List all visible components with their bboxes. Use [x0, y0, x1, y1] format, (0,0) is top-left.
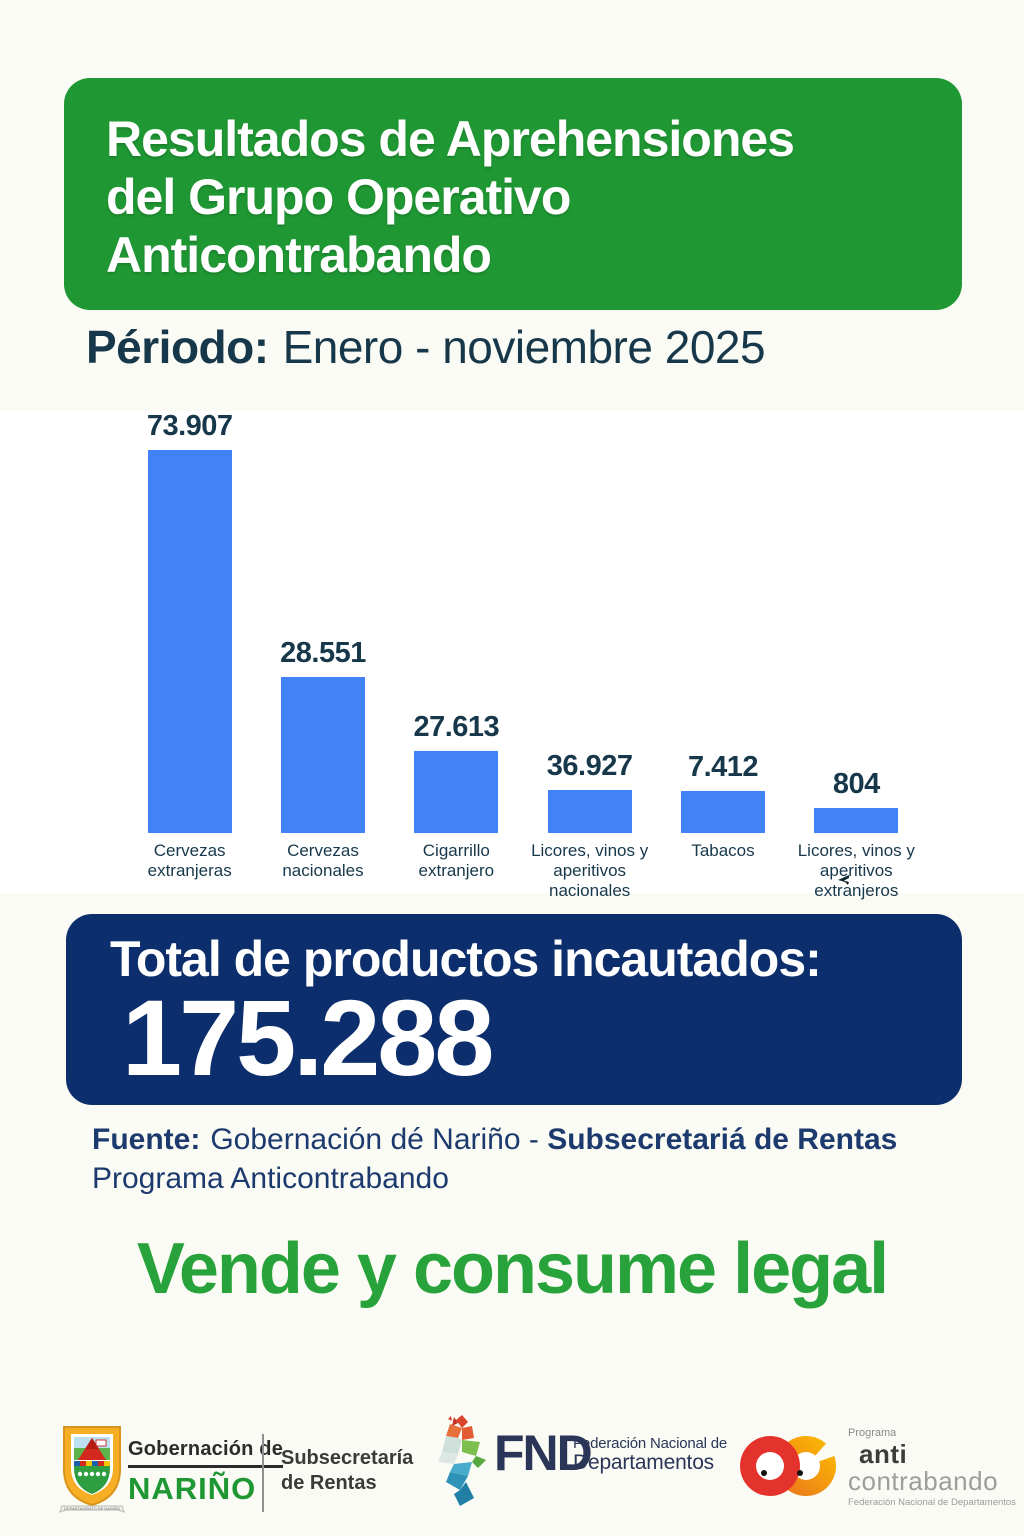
period-label: Périodo:	[86, 321, 269, 373]
period-value: Enero - noviembre 2025	[282, 321, 766, 373]
fnd-line-2: Departamentos	[573, 1450, 714, 1474]
title-banner: Resultados de Aprehensiones del Grupo Op…	[64, 78, 962, 310]
bar	[414, 751, 499, 833]
title-line-2: del Grupo Operativo	[106, 169, 571, 225]
bar-category-label: Licores, vinos y aperitivos nacionales	[531, 841, 649, 901]
bar-category-label: Cigarrillo extranjero	[418, 841, 495, 881]
bar-category-label: Cervezas nacionales	[282, 841, 364, 881]
anticontrabando-anti: anti	[859, 1439, 908, 1469]
title-line-3: Anticontrabando	[106, 227, 492, 283]
narino-coat-of-arms-icon: DEPARTAMENTO DE NARIÑO	[58, 1424, 126, 1527]
bar-column: 804	[790, 410, 923, 833]
page-title: Resultados de Aprehensiones del Grupo Op…	[106, 110, 934, 284]
bar-value-label: 27.613	[413, 711, 500, 743]
gobernacion-name-text: NARIÑO	[128, 1471, 257, 1506]
bar-value-label: 73.907	[146, 410, 233, 442]
source-line-1: Fuente: Gobernación dé Nariño - Subsecret…	[92, 1120, 972, 1159]
anticontrabando-subtitle: Federación Nacional de Departamentos	[848, 1497, 1016, 1508]
gobernacion-top-text: Gobernación de	[128, 1438, 284, 1468]
bar-category-label: Licores, vinos y aperitivos extranjeros	[797, 841, 915, 901]
anticontrabando-wordmark: Programa anti contrabando Federación Nac…	[848, 1428, 1016, 1508]
anticontrabando-contrabando: contrabando	[848, 1466, 999, 1496]
fnd-line-1: Federación Nacional de	[573, 1435, 728, 1452]
period-line: Périodo: Enero - noviembre 2025	[86, 320, 766, 374]
bar-column: 27.613	[390, 410, 523, 833]
bar-value-label: 36.927	[546, 750, 633, 782]
bar-column: 28.551	[256, 410, 389, 833]
bar-column: 73.907	[123, 410, 256, 833]
mouse-cursor-icon	[836, 872, 850, 891]
total-box: Total de productos incautados: 175.288	[66, 914, 962, 1105]
bar	[147, 450, 232, 833]
title-line-1: Resultados de Aprehensiones	[106, 111, 795, 167]
total-value: 175.288	[122, 977, 494, 1098]
bar-column: 7.412	[656, 410, 789, 833]
slogan: Vende y consume legal	[136, 1229, 889, 1309]
source-body: Gobernación dé Nariño -	[210, 1123, 548, 1156]
subsecretaria-line-1: Subsecretaría	[281, 1447, 414, 1469]
source-prefix: Fuente:	[92, 1123, 201, 1156]
total-label: Total de productos incautados:	[110, 931, 822, 987]
bar-chart: 73.907 28.551 27.613 36.927 7.412 804	[123, 410, 923, 833]
bar	[280, 677, 365, 833]
ribbon-text: DEPARTAMENTO DE NARIÑO	[64, 1506, 120, 1511]
bar-value-label: 28.551	[280, 637, 366, 669]
bar-value-label: 7.412	[687, 751, 759, 783]
source-note: Fuente: Gobernación dé Nariño - Subsecret…	[92, 1120, 972, 1198]
bar-column: 36.927	[523, 410, 656, 833]
subsecretaria-line-2: de Rentas	[281, 1472, 377, 1494]
footer-logos: DEPARTAMENTO DE NARIÑO Gobernación de NA…	[0, 1400, 1024, 1536]
fnd-acronym: FND	[494, 1425, 593, 1481]
anticontrabando-logo-icon	[739, 1426, 843, 1517]
gobernacion-wordmark: Gobernación de NARIÑO	[128, 1438, 284, 1507]
bar-value-label: 804	[832, 768, 880, 800]
bar	[547, 790, 632, 833]
footer-divider	[262, 1434, 264, 1512]
subsecretaria-wordmark: Subsecretaría de Rentas	[281, 1446, 413, 1496]
bar-category-label: Tabacos	[691, 841, 755, 860]
fnd-wordmark: Federación Nacional de Departamentos	[573, 1436, 727, 1474]
source-emphasis: Subsecretariá de Rentas	[547, 1123, 898, 1156]
source-line-2: Programa Anticontrabando	[92, 1162, 449, 1195]
bar	[814, 808, 899, 833]
bar-category-label: Cervezas extranjeras	[147, 841, 232, 881]
bar	[680, 791, 765, 833]
bar-chart-category-labels: Cervezas extranjeras Cervezas nacionales C…	[123, 841, 923, 901]
anticontrabando-programa: Programa	[848, 1427, 897, 1439]
colombia-map-icon	[428, 1414, 490, 1515]
